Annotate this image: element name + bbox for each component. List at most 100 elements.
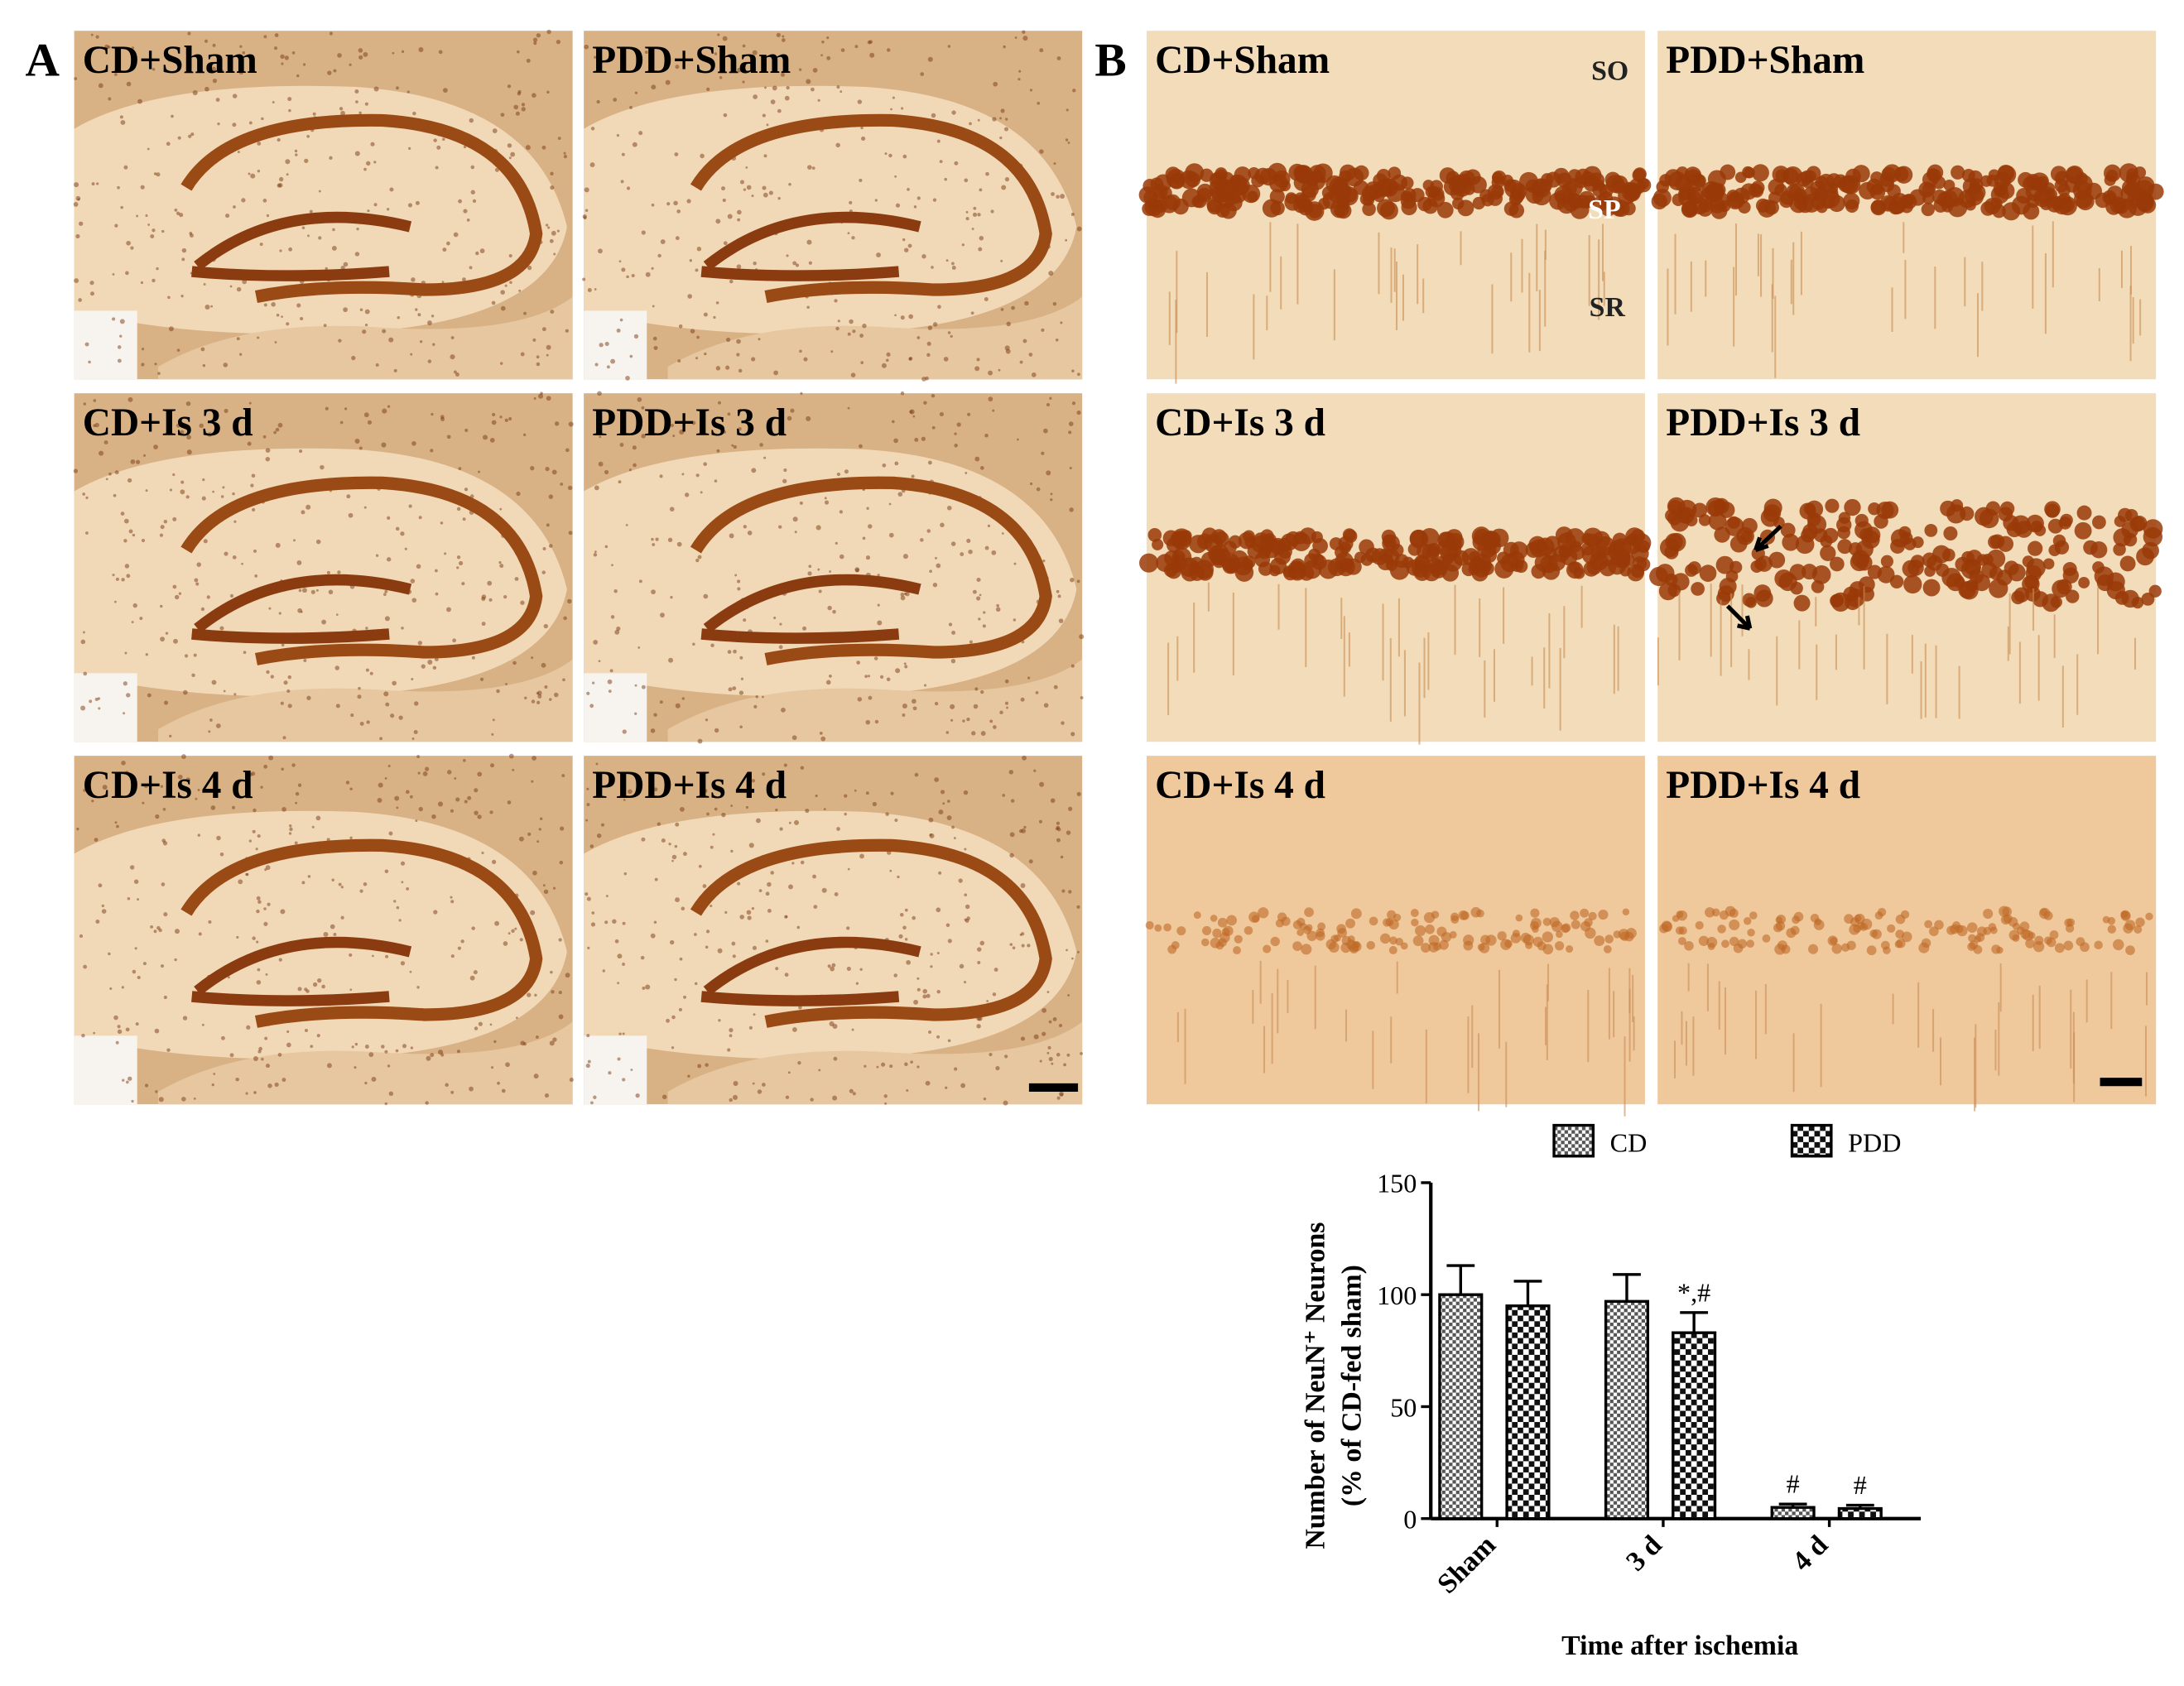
speckle: [430, 1053, 435, 1058]
neuron: [1685, 514, 1698, 526]
speckle: [491, 420, 497, 425]
speckle: [387, 516, 391, 520]
speckle: [607, 679, 613, 684]
speckle: [936, 563, 941, 569]
speckle: [294, 841, 298, 845]
speckle: [773, 616, 777, 620]
speckle: [608, 1071, 612, 1075]
speckle: [830, 966, 835, 972]
neuron: [1219, 932, 1230, 943]
neuron: [2012, 922, 2020, 930]
speckle: [196, 562, 201, 567]
speckle: [239, 45, 243, 48]
speckle: [95, 35, 99, 39]
neuron: [1497, 551, 1510, 565]
speckle: [567, 598, 572, 604]
speckle: [894, 175, 897, 178]
speckle: [259, 243, 263, 247]
neuron: [1706, 936, 1718, 949]
speckle: [1061, 889, 1066, 893]
speckle: [621, 267, 626, 272]
lower-region: [158, 659, 573, 742]
speckle: [372, 954, 374, 958]
speckle: [751, 357, 756, 362]
speckle: [180, 489, 185, 495]
speckle: [960, 1083, 966, 1088]
neuron: [1539, 179, 1552, 192]
speckle: [625, 523, 628, 526]
speckle: [921, 377, 926, 382]
speckle: [945, 1086, 948, 1089]
speckle: [489, 1023, 493, 1026]
speckle: [456, 1050, 460, 1054]
speckle: [116, 824, 119, 829]
speckle: [531, 780, 534, 783]
speckle: [893, 973, 897, 977]
speckle: [154, 363, 157, 366]
speckle: [965, 904, 970, 910]
speckle: [433, 138, 437, 142]
speckle: [500, 113, 505, 118]
speckle: [730, 805, 734, 807]
neuron: [1248, 911, 1260, 923]
speckle: [758, 338, 761, 341]
speckle: [629, 106, 633, 109]
neuron: [1570, 545, 1585, 560]
speckle: [364, 323, 368, 327]
neuron: [1969, 940, 1979, 950]
speckle: [1041, 1031, 1046, 1036]
speckle: [99, 450, 104, 456]
speckle: [121, 986, 124, 989]
speckle: [491, 859, 497, 865]
speckle: [425, 1101, 429, 1105]
speckle: [236, 337, 240, 341]
arrow: [1725, 604, 1753, 631]
speckle: [233, 205, 236, 209]
speckle: [208, 730, 211, 733]
speckle: [257, 1050, 262, 1054]
speckle: [330, 924, 335, 929]
speckle: [1004, 176, 1010, 182]
speckle: [695, 473, 700, 478]
speckle: [174, 209, 178, 212]
speckle: [532, 756, 536, 761]
speckle: [507, 84, 512, 89]
speckle: [657, 253, 661, 258]
speckle: [1021, 829, 1027, 833]
speckle: [262, 199, 267, 203]
speckle: [131, 1099, 134, 1103]
neuron: [1789, 564, 1806, 581]
neuron: [1874, 514, 1888, 529]
speckle: [241, 198, 246, 203]
speckle: [660, 239, 666, 244]
speckle: [617, 982, 620, 985]
speckle: [696, 247, 702, 252]
speckle: [860, 126, 863, 130]
speckle: [947, 45, 951, 48]
neuron: [1870, 171, 1883, 185]
speckle: [800, 860, 805, 865]
speckle: [966, 916, 970, 920]
speckle: [992, 409, 995, 412]
speckle: [900, 315, 905, 320]
speckle: [594, 485, 599, 491]
neuron: [1292, 941, 1302, 951]
neuron: [1843, 586, 1859, 603]
speckle: [161, 882, 166, 886]
speckle: [904, 665, 908, 669]
speckle: [788, 821, 791, 824]
speckle: [751, 907, 755, 910]
speckle: [329, 31, 334, 36]
speckle: [661, 838, 666, 843]
speckle: [329, 156, 333, 160]
neuron: [2135, 917, 2145, 927]
speckle: [250, 483, 254, 488]
speckle: [600, 823, 605, 827]
speckle: [415, 819, 418, 823]
speckle: [373, 161, 377, 164]
speckle: [621, 152, 625, 156]
speckle: [478, 470, 480, 473]
speckle: [563, 616, 567, 621]
neuron: [1492, 171, 1503, 184]
speckle: [349, 836, 353, 840]
